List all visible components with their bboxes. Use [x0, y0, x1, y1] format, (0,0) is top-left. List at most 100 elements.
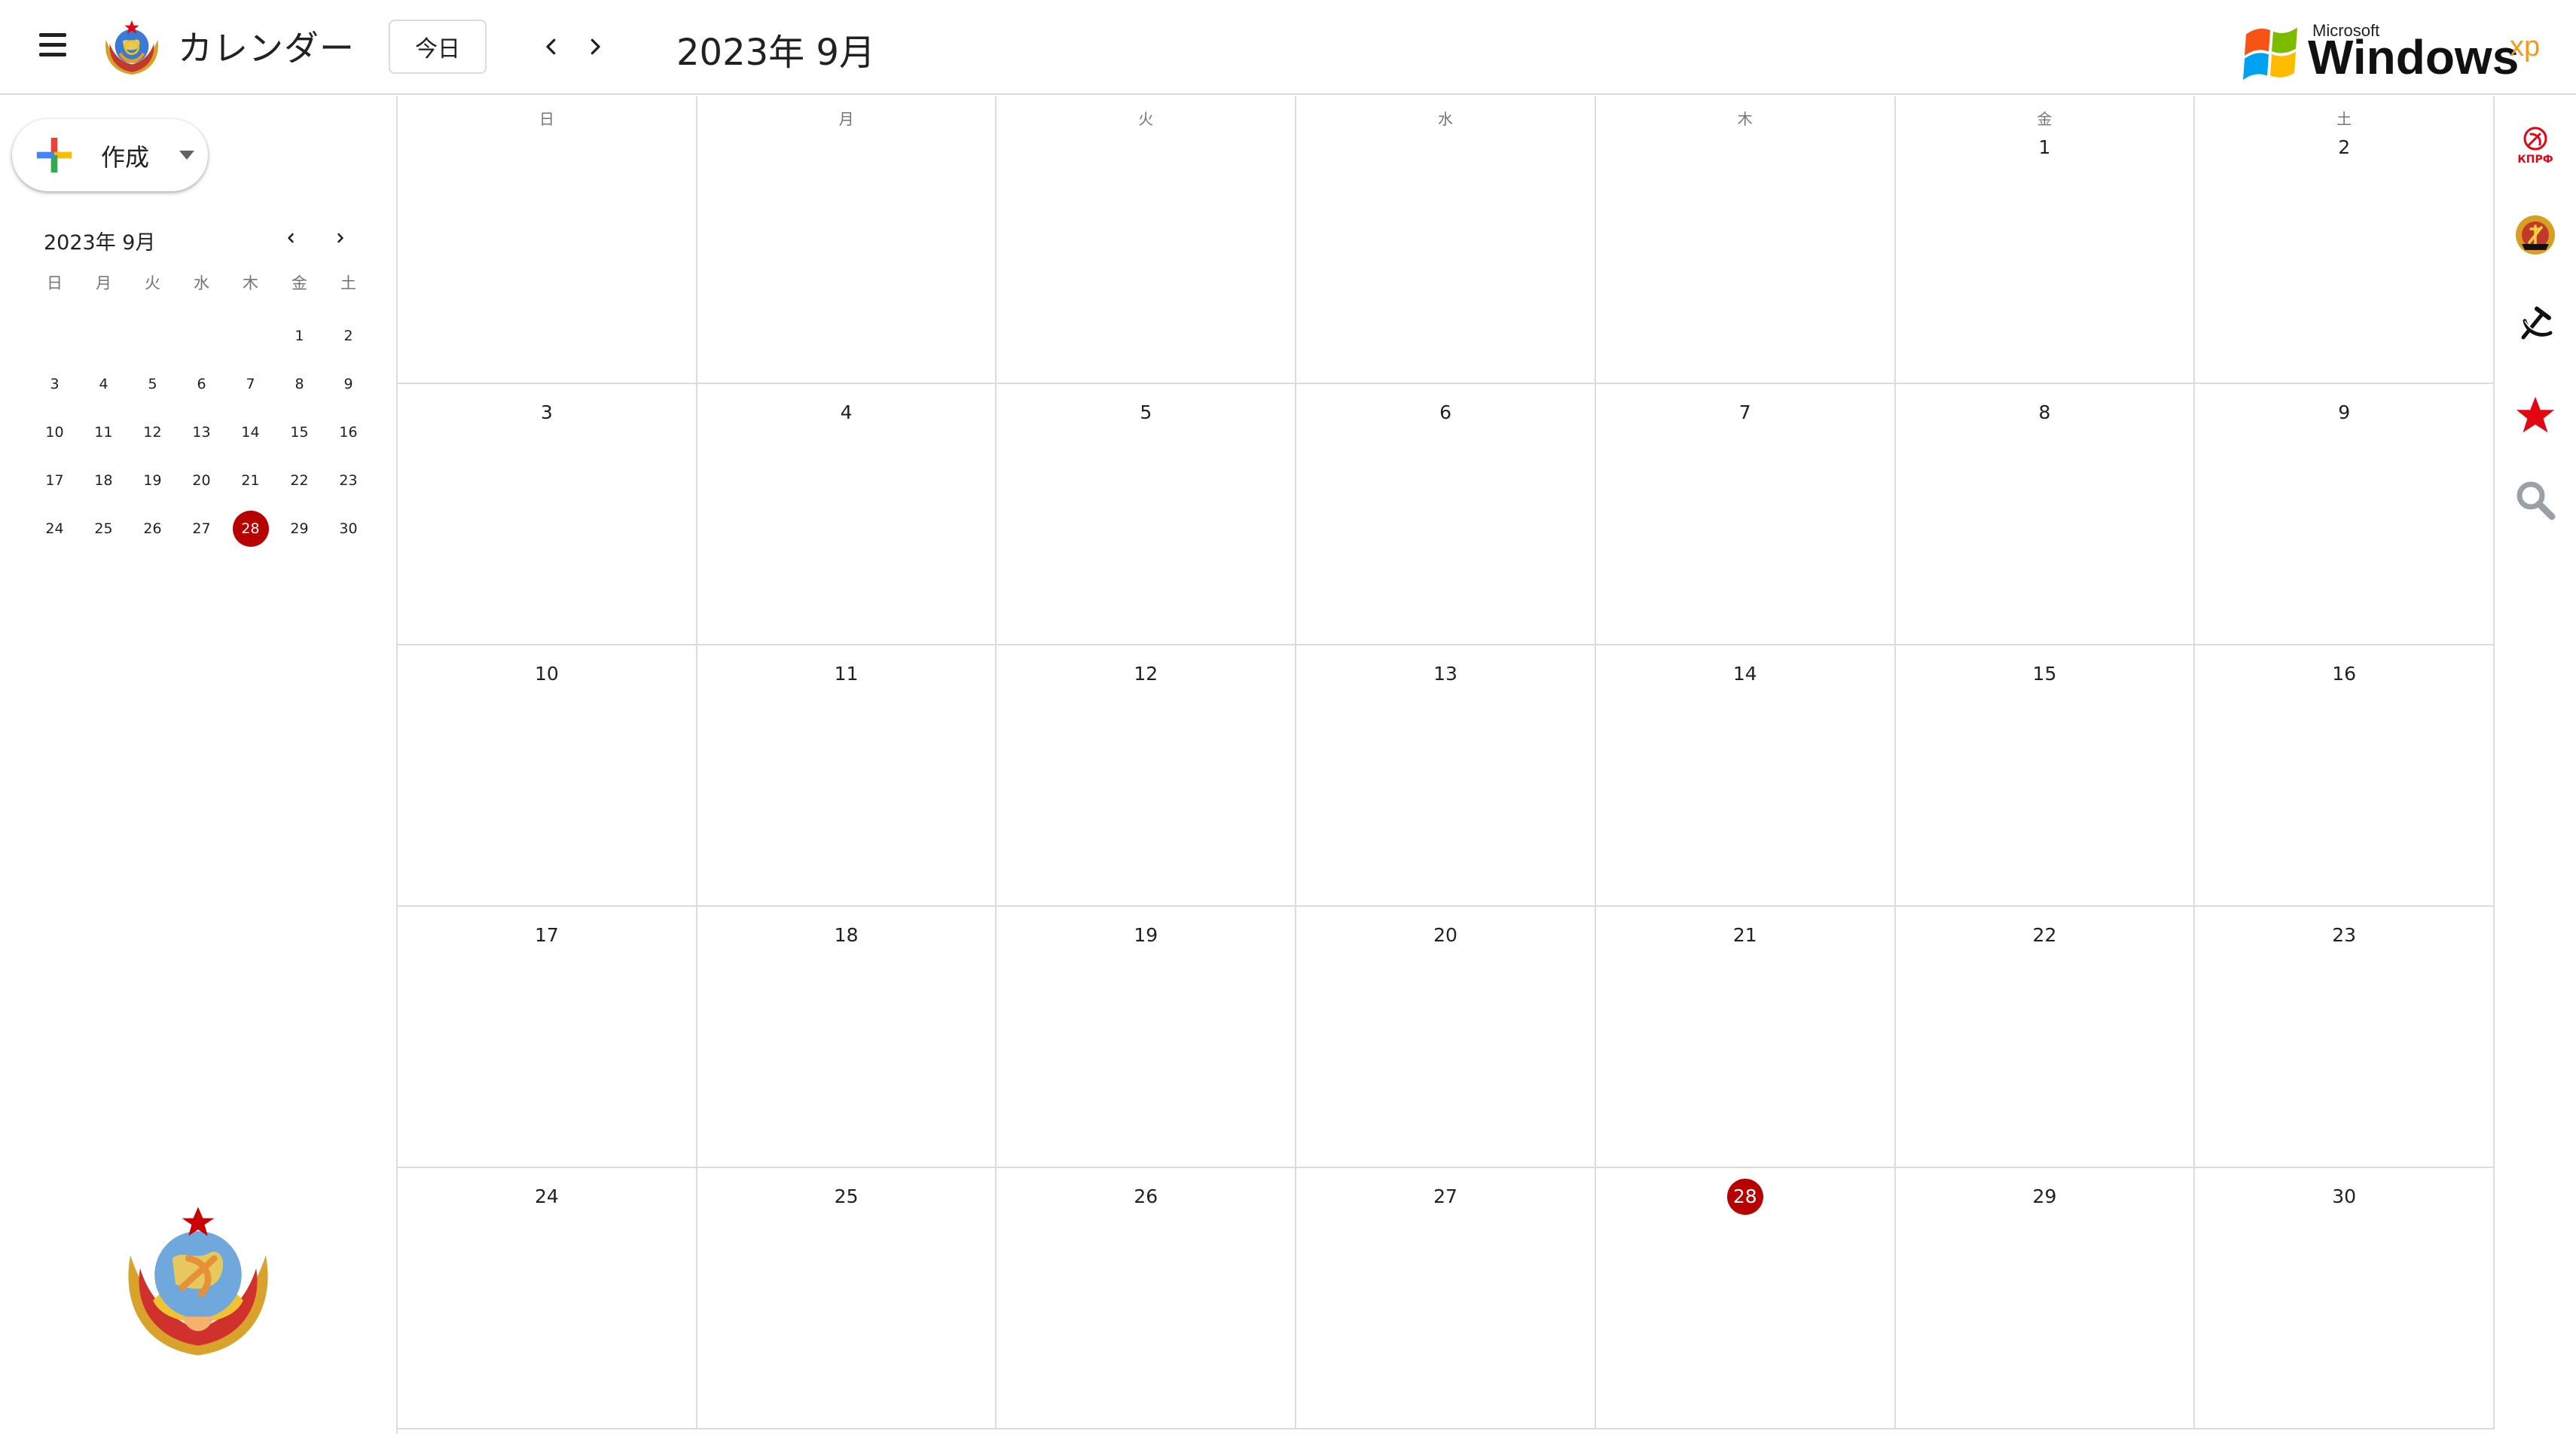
day-cell[interactable]: 13	[1296, 645, 1596, 905]
day-number: 30	[2332, 1185, 2357, 1207]
mini-day[interactable]: 14	[241, 424, 260, 441]
mini-day[interactable]: 19	[143, 472, 162, 489]
mini-weekday-label: 日	[47, 274, 63, 292]
red-star-button[interactable]	[2511, 392, 2559, 440]
chevron-right-icon	[337, 233, 343, 243]
day-cell[interactable]: 14	[1596, 645, 1896, 905]
mini-day[interactable]: 3	[50, 376, 60, 392]
kprf-party-button[interactable]: КПРФ	[2511, 121, 2559, 169]
right-side-panel: КПРФ	[2493, 96, 2576, 1434]
mini-day[interactable]: 27	[192, 520, 211, 537]
day-cell[interactable]: 月	[697, 96, 997, 383]
mini-day-blank	[30, 312, 79, 360]
mini-day[interactable]: 12	[143, 424, 162, 441]
hammer-sickle-button[interactable]	[2511, 301, 2559, 349]
day-cell[interactable]: 26	[997, 1168, 1297, 1428]
day-cell[interactable]: 21	[1596, 907, 1896, 1167]
app-title: カレンダー	[178, 28, 355, 69]
previous-month-button[interactable]	[530, 26, 572, 68]
day-number: 10	[534, 663, 559, 685]
mini-day[interactable]: 2	[343, 328, 353, 344]
day-cell[interactable]: 5	[997, 384, 1297, 644]
day-cell[interactable]: 15	[1896, 645, 2196, 905]
today-button[interactable]: 今日	[389, 20, 487, 74]
mini-calendar-week: 3 4 5 6 7 8 9	[30, 360, 374, 408]
mini-day[interactable]: 9	[343, 376, 353, 392]
main-menu-button[interactable]	[33, 30, 75, 66]
mini-day[interactable]: 23	[339, 472, 358, 489]
top-app-bar: カレンダー 今日 2023年 9月 Microsoft Windows xp	[0, 0, 2576, 95]
day-cell[interactable]: 23	[2195, 907, 2495, 1167]
day-cell[interactable]: 20	[1296, 907, 1596, 1167]
day-cell[interactable]: 9	[2195, 384, 2495, 644]
day-cell[interactable]: 12	[997, 645, 1297, 905]
day-number: 1	[2038, 136, 2051, 158]
day-cell[interactable]: 4	[697, 384, 997, 644]
day-cell[interactable]: 27	[1296, 1168, 1596, 1428]
day-cell[interactable]: 22	[1896, 907, 2196, 1167]
mini-day[interactable]: 15	[290, 424, 309, 441]
day-number: 3	[540, 401, 553, 423]
day-cell[interactable]: 29	[1896, 1168, 2196, 1428]
gdr-emblem-button[interactable]	[2511, 211, 2559, 259]
gdr-emblem-icon	[2516, 215, 2555, 255]
mini-day[interactable]: 26	[143, 520, 162, 537]
day-cell[interactable]: 25	[697, 1168, 997, 1428]
mini-day[interactable]: 30	[339, 520, 358, 537]
day-cell[interactable]: 3	[398, 384, 697, 644]
day-cell[interactable]: 日	[398, 96, 697, 383]
chevron-left-icon	[546, 38, 556, 55]
mini-day[interactable]: 5	[148, 376, 157, 392]
mini-day[interactable]: 29	[290, 520, 309, 537]
mini-day[interactable]: 6	[197, 376, 206, 392]
day-cell[interactable]: 16	[2195, 645, 2495, 905]
day-cell[interactable]: 17	[398, 907, 697, 1167]
mini-day[interactable]: 8	[295, 376, 304, 392]
day-number: 2	[2338, 136, 2351, 158]
search-button[interactable]	[2511, 476, 2559, 524]
day-number	[1596, 130, 1894, 170]
mini-day[interactable]: 1	[295, 328, 304, 344]
mini-calendar-previous-button[interactable]	[277, 224, 304, 252]
hammer-sickle-icon	[2521, 307, 2553, 340]
mini-day[interactable]: 25	[94, 520, 113, 537]
mini-day[interactable]: 17	[45, 472, 64, 489]
day-cell[interactable]: 30	[2195, 1168, 2495, 1428]
day-cell[interactable]: 6	[1296, 384, 1596, 644]
mini-day[interactable]: 11	[94, 424, 113, 441]
day-number	[398, 130, 696, 170]
brand-windows: Windows	[2308, 30, 2519, 83]
week-row: 10 11 12 13 14 15 16	[398, 645, 2495, 907]
mini-day[interactable]: 4	[99, 376, 108, 392]
day-cell[interactable]: 7	[1596, 384, 1896, 644]
mini-calendar-next-button[interactable]	[327, 224, 354, 252]
mini-day[interactable]: 13	[192, 424, 211, 441]
brand-xp: xp	[2510, 31, 2540, 63]
day-cell[interactable]: 19	[997, 907, 1297, 1167]
day-cell[interactable]: 火	[997, 96, 1297, 383]
dropdown-caret-icon	[179, 151, 194, 160]
day-cell[interactable]: 18	[697, 907, 997, 1167]
next-month-button[interactable]	[574, 26, 616, 68]
mini-day[interactable]: 7	[246, 376, 255, 392]
chevron-left-icon	[288, 233, 294, 243]
day-cell[interactable]: 8	[1896, 384, 2196, 644]
mini-day[interactable]: 16	[339, 424, 358, 441]
mini-day[interactable]: 18	[94, 472, 113, 489]
mini-day[interactable]: 21	[241, 472, 260, 489]
mini-day[interactable]: 24	[45, 520, 64, 537]
day-cell[interactable]: 水	[1296, 96, 1596, 383]
mini-day[interactable]: 20	[192, 472, 211, 489]
day-cell[interactable]: 木	[1596, 96, 1896, 383]
day-cell[interactable]: 11	[697, 645, 997, 905]
mini-day[interactable]: 10	[45, 424, 64, 441]
create-button[interactable]: 作成	[12, 119, 208, 191]
mini-day-today[interactable]: 28	[226, 505, 275, 553]
mini-day[interactable]: 22	[290, 472, 309, 489]
day-cell[interactable]: 24	[398, 1168, 697, 1428]
day-cell[interactable]: 10	[398, 645, 697, 905]
day-cell-today[interactable]: 28	[1596, 1168, 1896, 1428]
